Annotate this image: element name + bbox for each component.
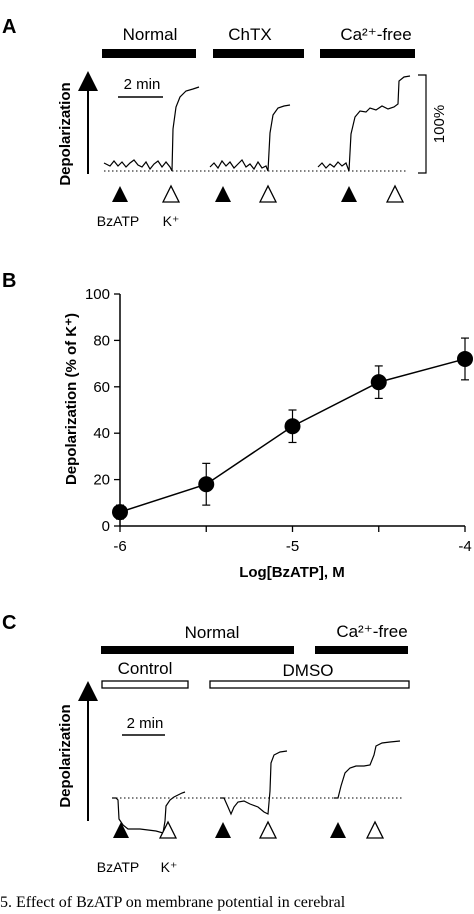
panel-c-bar-control	[101, 680, 189, 689]
panel-b-ylabel: Depolarization (% of K⁺)	[63, 313, 80, 485]
data-point	[284, 418, 301, 435]
panel-a-bzatp-arrow-2	[215, 186, 231, 202]
panel-c-condition-control: Control	[118, 659, 173, 678]
panel-c-bzatp-label: BzATP	[97, 859, 140, 875]
panel-c-ylabel: Depolarization	[57, 704, 74, 807]
panel-c-k-arrow-1	[158, 820, 178, 839]
panel-c-condition-ca-free: Ca²⁺-free	[336, 622, 407, 641]
y-tick-label: 40	[93, 425, 110, 442]
panel-a: A Normal ChTX Ca²⁺-free Depolarization 2…	[2, 16, 448, 229]
panel-c-trace-control	[112, 791, 186, 834]
panel-c-bzatp-arrow-3	[330, 822, 346, 838]
panel-c-condition-normal: Normal	[185, 623, 240, 642]
data-point	[112, 504, 128, 521]
panel-c-bzatp-arrow-2	[215, 822, 231, 838]
panel-a-k-arrow-2	[258, 184, 278, 203]
panel-a-bzatp-arrow-3	[341, 186, 357, 202]
panel-c-condition-dmso: DMSO	[283, 661, 334, 680]
panel-b: B 0 20 40 60 80 100 -6 -5 -4 Log[BzATP], M Depol…	[2, 270, 473, 581]
panel-a-trace-normal	[103, 86, 200, 172]
panel-c-trace-dmso	[220, 750, 288, 816]
y-tick-label: 100	[85, 286, 110, 303]
data-point	[198, 476, 215, 493]
y-tick-label: 0	[102, 518, 110, 535]
panel-c: C Normal Ca²⁺-free Control DMSO Depolari…	[2, 612, 410, 875]
panel-c-scale-time-label: 2 min	[127, 715, 164, 732]
dose-response-chart: 0 20 40 60 80 100 -6 -5 -4	[85, 286, 473, 555]
panel-c-k-arrow-3	[365, 820, 385, 839]
panel-a-condition-chtx: ChTX	[228, 25, 271, 44]
panel-a-k-arrow-1	[161, 184, 181, 203]
panel-a-bzatp-arrow-1	[112, 186, 128, 202]
panel-a-scale-amp-label: 100%	[431, 105, 448, 143]
x-tick-label: -4	[458, 538, 471, 555]
panel-c-bzatp-arrow-1	[113, 822, 129, 838]
panel-a-k-label: K⁺	[163, 213, 180, 229]
panel-b-letter: B	[2, 270, 16, 292]
panel-a-trace-ca-free	[317, 75, 411, 172]
panel-c-bar-dmso	[209, 680, 410, 689]
panel-a-scale-time-label: 2 min	[124, 76, 161, 93]
panel-c-letter: C	[2, 612, 16, 634]
panel-a-bar-chtx	[213, 49, 304, 58]
panel-c-k-arrow-2	[258, 820, 278, 839]
panel-a-k-arrow-3	[385, 184, 405, 203]
panel-a-condition-ca-free: Ca²⁺-free	[340, 25, 411, 44]
panel-a-bar-normal	[102, 49, 196, 58]
panel-b-xlabel: Log[BzATP], M	[239, 564, 345, 581]
panel-a-trace-chtx	[209, 104, 291, 172]
panel-a-bzatp-label: BzATP	[97, 213, 140, 229]
x-tick-label: -5	[286, 538, 299, 555]
panel-a-bar-ca-free	[320, 49, 415, 58]
panel-c-trace-ca-free	[334, 740, 401, 799]
y-tick-label: 20	[93, 472, 110, 489]
figure-caption: 5. Effect of BzATP on membrane potential…	[0, 894, 346, 911]
panel-a-ylabel: Depolarization	[57, 82, 74, 185]
panel-c-k-label: K⁺	[161, 859, 178, 875]
x-tick-label: -6	[113, 538, 126, 555]
y-tick-label: 80	[93, 332, 110, 349]
panel-c-bar-ca-free	[315, 646, 408, 654]
data-point	[457, 350, 473, 367]
y-tick-label: 60	[93, 379, 110, 396]
panel-c-bar-normal	[101, 646, 294, 654]
panel-a-condition-normal: Normal	[123, 25, 178, 44]
data-point	[370, 374, 387, 391]
panel-a-scale-amp-bracket	[418, 74, 427, 174]
panel-a-letter: A	[2, 16, 16, 38]
